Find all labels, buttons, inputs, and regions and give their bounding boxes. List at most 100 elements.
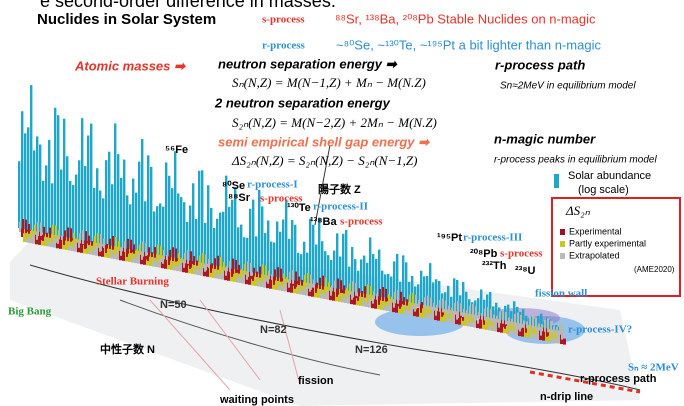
gap-block: [278, 282, 281, 291]
abundance-bar: [183, 202, 186, 260]
gap-block: [401, 306, 404, 314]
gap-block: [41, 240, 44, 246]
gap-block: [72, 240, 75, 247]
gap-block: [42, 234, 45, 241]
gap-block: [68, 241, 71, 251]
gap-block: [112, 235, 115, 250]
abundance-bar: [111, 184, 114, 246]
gap-block: [236, 276, 239, 283]
label: ¹³⁸Ba: [310, 216, 337, 228]
gap-block: [225, 266, 228, 276]
abundance-bar: [237, 227, 240, 270]
gap-block: [98, 247, 101, 257]
gap-block: [343, 285, 346, 294]
gap-block: [547, 318, 550, 333]
gap-block: [550, 320, 553, 333]
abundance-bar: [402, 255, 405, 301]
gap-block: [222, 269, 225, 276]
abundance-bar: [174, 151, 177, 258]
gap-block: [341, 295, 344, 303]
abundance-bar: [375, 258, 378, 296]
abundance-bar: [105, 160, 108, 245]
nuclide-landscape: [10, 85, 641, 406]
label: ¹³⁰Te: [287, 202, 311, 214]
gap-block: [133, 244, 136, 254]
gap-block: [551, 334, 554, 343]
label: ¹⁹⁵Pt: [437, 232, 462, 244]
gap-block: [23, 233, 26, 242]
gap-block: [85, 231, 88, 245]
gap-block: [202, 252, 205, 267]
legend-abundance: Solar abundance: [568, 170, 651, 182]
gap-block: [139, 244, 142, 255]
abundance-bar: [240, 224, 243, 271]
gap-block: [387, 302, 390, 307]
gap-block: [199, 255, 202, 267]
gap-block: [75, 239, 78, 248]
gap-block: [252, 275, 255, 281]
abundance-bar: [486, 294, 489, 317]
label: Sₙ ≈ 2MeV: [628, 362, 679, 374]
gap-block: [520, 314, 523, 328]
abundance-bar: [72, 184, 75, 239]
label: 中性子数 N: [100, 342, 155, 356]
atomic-masses: Atomic masses ➡: [74, 58, 186, 73]
drip-curve: [29, 264, 641, 391]
gap-block: [506, 325, 509, 334]
gap-block: [97, 233, 100, 247]
abundance-bar: [354, 259, 357, 292]
abundance-bar: [225, 175, 228, 268]
gap-block: [105, 244, 108, 253]
legend-item: Experimental: [569, 226, 622, 236]
abundance-bar: [165, 162, 168, 256]
abundance-bar: [189, 205, 192, 261]
gap-block: [100, 234, 103, 248]
abundance-bar: [252, 199, 255, 273]
gap-block: [563, 338, 566, 345]
abundance-bar: [336, 233, 339, 289]
gap-block: [454, 302, 457, 315]
abundance-bar: [435, 279, 438, 308]
label: n-drip line: [540, 391, 593, 403]
gap-block: [271, 274, 274, 280]
label: waiting points: [219, 394, 294, 406]
gap-block: [338, 294, 341, 302]
gap-block: [283, 273, 286, 283]
gap-block: [352, 281, 355, 296]
gap-block: [443, 315, 446, 322]
gap-block: [73, 232, 76, 243]
gap-block: [402, 305, 405, 310]
gap-block: [295, 271, 298, 285]
gap-block: [121, 246, 124, 252]
abundance-bar: [168, 175, 171, 257]
abundance-bar: [327, 255, 330, 287]
abundance-bar: [162, 206, 165, 256]
abundance-bar: [306, 252, 309, 283]
abundance-bar: [273, 242, 276, 277]
gap-block: [421, 302, 424, 309]
rpath-text: Sn≈2MeV in equilibrium model: [500, 81, 636, 92]
z-axis: [314, 144, 331, 226]
gap-block: [385, 288, 388, 302]
gap-block: [101, 251, 104, 257]
gap-block: [88, 235, 91, 246]
gap-block: [117, 249, 120, 256]
abundance-bar: [117, 154, 120, 247]
gap-block: [268, 270, 271, 280]
gap-block: [463, 308, 466, 317]
magic-title: n-magic number: [494, 131, 596, 146]
abundance-bar: [372, 254, 375, 296]
gap-block: [109, 238, 112, 250]
gap-block: [90, 242, 93, 251]
gap-block: [323, 291, 326, 299]
gap-block: [409, 294, 412, 307]
gap-block: [158, 259, 161, 268]
abundance-bar: [159, 203, 162, 255]
label: ⁵⁶Fe: [165, 144, 188, 156]
gap-block: [203, 268, 206, 277]
gap-block: [22, 219, 25, 233]
abundance-bar: [99, 190, 102, 244]
abundance-bar: [396, 253, 399, 300]
gap-block: [412, 292, 415, 307]
gap-block: [232, 258, 235, 273]
